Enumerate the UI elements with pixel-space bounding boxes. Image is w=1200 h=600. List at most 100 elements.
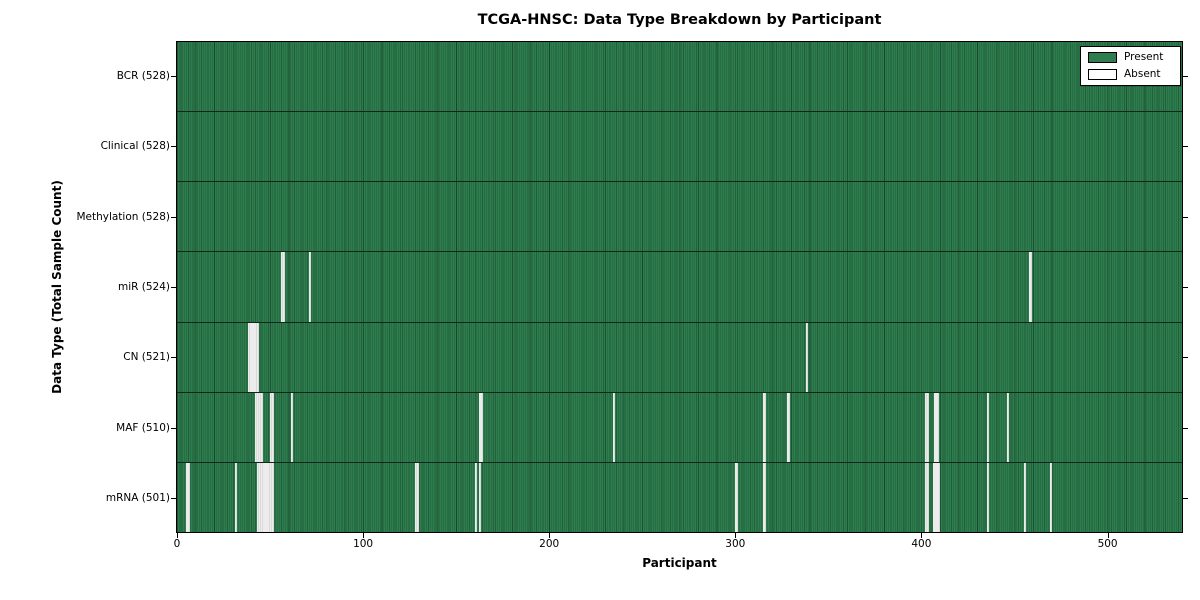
absent-mark-mRNA-31	[234, 462, 237, 532]
absent-mark-MAF-328	[787, 392, 790, 462]
absent-mark-MAF-435	[986, 392, 989, 462]
xtick-mark-400	[921, 533, 923, 538]
absent-mark-mRNA-50	[270, 462, 273, 532]
absent-mark-CN-40	[251, 322, 254, 392]
ytick-mark-left-BCR	[171, 76, 176, 78]
absent-mark-CN-41	[253, 322, 256, 392]
ytick-label-BCR: BCR (528)	[116, 70, 170, 83]
ytick-label-CN: CN (521)	[123, 351, 170, 364]
legend-label-present: Present	[1124, 51, 1164, 64]
ytick-mark-left-MAF	[171, 427, 176, 429]
absent-mark-mRNA-315	[763, 462, 766, 532]
absent-mark-mRNA-48	[266, 462, 269, 532]
ytick-label-mRNA: mRNA (501)	[105, 491, 170, 504]
absent-mark-mRNA-402	[925, 462, 928, 532]
absent-mark-mRNA-47	[264, 462, 267, 532]
row-CN	[177, 322, 1182, 393]
row-mRNA	[177, 462, 1182, 532]
absent-mark-MAF-403	[927, 392, 930, 462]
absent-mark-CN-42	[255, 322, 258, 392]
ytick-label-Clinical: Clinical (528)	[100, 140, 170, 153]
absent-mark-mRNA-300	[735, 462, 738, 532]
absent-mark-miR-458	[1029, 252, 1032, 322]
xtick-mark-200	[549, 533, 551, 538]
absent-mark-mRNA-407	[934, 462, 937, 532]
xtick-label-400: 400	[911, 538, 932, 550]
absent-mark-CN-39	[249, 322, 252, 392]
absent-mark-mRNA-5	[186, 462, 189, 532]
absent-mark-MAF-234	[612, 392, 615, 462]
absent-mark-MAF-408	[936, 392, 939, 462]
ytick-label-MAF: MAF (510)	[116, 421, 170, 434]
absent-mark-CN-338	[806, 322, 809, 392]
xtick-label-500: 500	[1097, 538, 1118, 550]
ytick-mark-right-Methylation	[1183, 216, 1188, 218]
absent-mark-mRNA-409	[938, 462, 941, 532]
absent-mark-MAF-162	[478, 392, 481, 462]
absent-mark-MAF-446	[1007, 392, 1010, 462]
xtick-mark-0	[177, 533, 178, 538]
xtick-mark-500	[1107, 533, 1109, 538]
chart-title: TCGA-HNSC: Data Type Breakdown by Partic…	[477, 12, 882, 28]
row-BCR	[177, 42, 1182, 113]
ytick-label-Methylation: Methylation (528)	[76, 210, 170, 223]
row-Methylation	[177, 182, 1182, 253]
absent-mark-mRNA-46	[262, 462, 265, 532]
ytick-mark-left-Clinical	[171, 146, 176, 148]
ytick-mark-right-Clinical	[1183, 146, 1188, 148]
absent-mark-MAF-61	[290, 392, 293, 462]
ytick-mark-left-mRNA	[171, 497, 176, 499]
ytick-mark-left-Methylation	[171, 216, 176, 218]
absent-mark-mRNA-6	[188, 462, 191, 532]
absent-mark-mRNA-128	[415, 462, 418, 532]
row-miR	[177, 252, 1182, 323]
absent-mark-miR-71	[309, 252, 312, 322]
absent-mark-mRNA-43	[257, 462, 260, 532]
absent-mark-mRNA-403	[927, 462, 930, 532]
absent-mark-miR-56	[281, 252, 284, 322]
row-MAF	[177, 392, 1182, 463]
absent-mark-MAF-402	[925, 392, 928, 462]
absent-mark-MAF-407	[934, 392, 937, 462]
absent-mark-mRNA-44	[258, 462, 262, 532]
legend-entry-present: Present	[1088, 52, 1173, 63]
xtick-label-300: 300	[725, 538, 746, 550]
absent-swatch-icon	[1088, 69, 1117, 80]
absent-mark-mRNA-469	[1049, 462, 1053, 532]
legend-entry-absent: Absent	[1088, 69, 1173, 80]
absent-mark-MAF-163	[480, 392, 483, 462]
absent-mark-mRNA-160	[474, 462, 478, 532]
xtick-mark-300	[735, 533, 737, 538]
absent-mark-MAF-51	[271, 392, 275, 462]
absent-mark-mRNA-49	[268, 462, 271, 532]
absent-mark-mRNA-129	[417, 462, 420, 532]
absent-mark-MAF-315	[763, 392, 766, 462]
absent-mark-miR-57	[283, 252, 286, 322]
absent-mark-MAF-44	[258, 392, 262, 462]
xtick-label-200: 200	[539, 538, 560, 550]
absent-mark-MAF-45	[260, 392, 263, 462]
absent-mark-mRNA-455	[1023, 462, 1027, 532]
absent-mark-MAF-42	[255, 392, 258, 462]
ytick-mark-left-miR	[171, 287, 176, 288]
x-axis-title: Participant	[642, 556, 717, 570]
row-Clinical	[177, 112, 1182, 183]
legend-label-absent: Absent	[1124, 68, 1161, 81]
ytick-mark-right-mRNA	[1183, 497, 1188, 499]
absent-mark-mRNA-435	[986, 462, 989, 532]
absent-mark-MAF-50	[270, 392, 273, 462]
xtick-label-0: 0	[173, 538, 181, 550]
absent-mark-mRNA-406	[932, 462, 935, 532]
ytick-label-miR: miR (524)	[117, 281, 170, 293]
ytick-mark-left-CN	[171, 357, 176, 359]
ytick-mark-right-CN	[1183, 357, 1188, 359]
absent-mark-CN-43	[257, 322, 260, 392]
ytick-mark-right-BCR	[1183, 76, 1188, 78]
absent-mark-MAF-43	[257, 392, 260, 462]
xtick-mark-100	[363, 533, 365, 538]
plot-area	[176, 41, 1183, 533]
absent-mark-mRNA-162	[478, 462, 481, 532]
present-swatch-icon	[1088, 52, 1117, 63]
absent-mark-mRNA-45	[260, 462, 263, 532]
